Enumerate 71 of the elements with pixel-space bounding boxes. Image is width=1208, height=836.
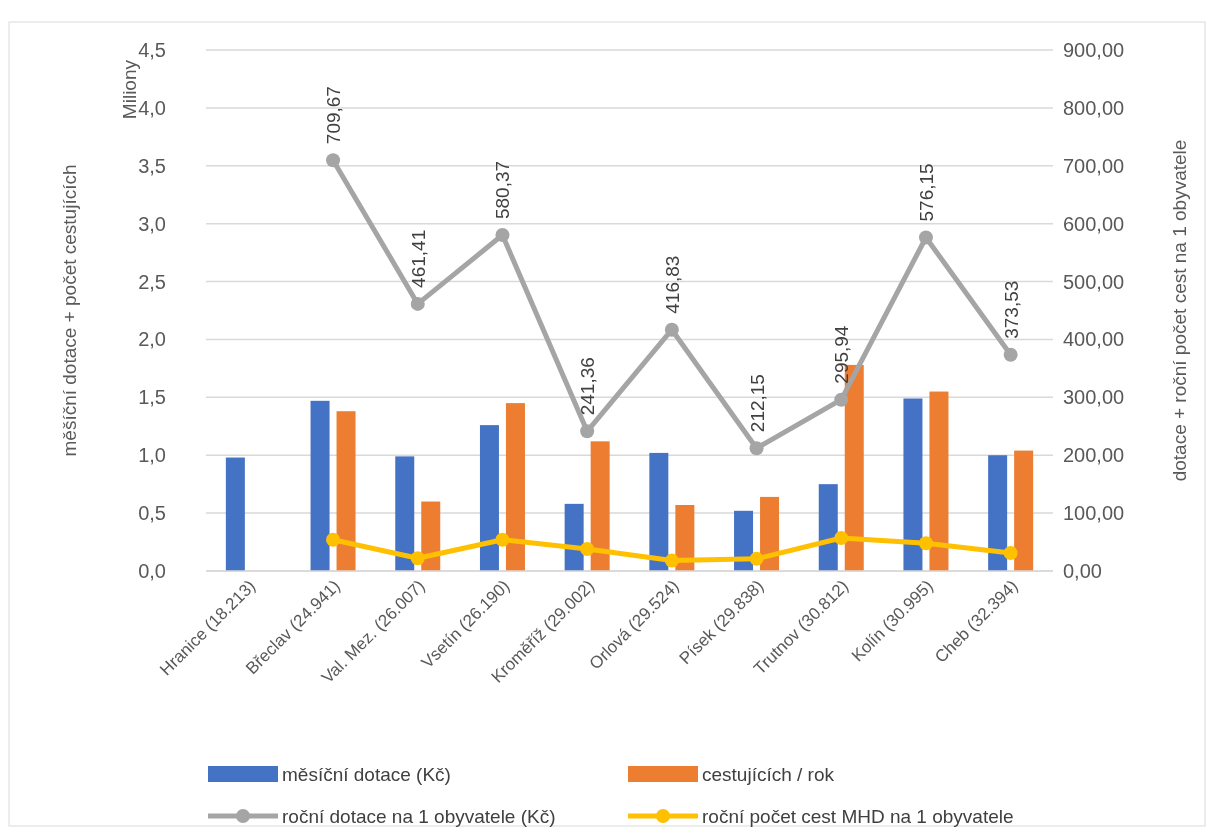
y2-axis-title: dotace + roční počet cest na 1 obyvatele (1169, 139, 1190, 482)
y2-tick-label: 300,00 (1063, 386, 1125, 409)
bar (336, 411, 356, 571)
bar (395, 456, 415, 571)
bar (590, 441, 610, 571)
legend-label: roční počet cest MHD na 1 obyvatele (702, 806, 1014, 827)
y-tick-label: 0,5 (138, 502, 166, 525)
data-label: 580,37 (492, 160, 514, 220)
point (918, 536, 933, 551)
legend-label: cestujících / rok (702, 764, 835, 785)
bar (225, 457, 245, 571)
point (749, 551, 764, 566)
y2-tick-label: 200,00 (1063, 444, 1125, 467)
bar (310, 400, 330, 571)
point (664, 322, 679, 337)
point (1003, 546, 1018, 561)
data-label: 241,36 (577, 357, 599, 416)
legend-label: roční dotace na 1 obyvatele (Kč) (282, 806, 556, 827)
y-tick-label: 3,0 (138, 212, 166, 235)
y-tick-label: 2,5 (138, 270, 166, 293)
point (326, 153, 341, 168)
point (326, 532, 341, 547)
bar (760, 496, 780, 571)
point (918, 230, 933, 245)
y2-tick-label: 900,00 (1063, 39, 1125, 61)
bar (903, 398, 923, 571)
data-label: 709,67 (323, 86, 345, 145)
y2-tick-label: 400,00 (1063, 328, 1125, 351)
point (410, 551, 425, 566)
y-tick-label: 3,5 (138, 154, 166, 177)
point (1003, 347, 1018, 362)
y-tick-label: 1,5 (138, 386, 166, 409)
y2-tick-label: 0,00 (1063, 560, 1102, 582)
bar (649, 452, 669, 571)
y2-tick-label: 500,00 (1063, 270, 1125, 293)
y-tick-label: 2,0 (138, 328, 166, 351)
data-label: 212,15 (746, 374, 768, 433)
bar (479, 425, 499, 571)
y2-tick-label: 800,00 (1063, 96, 1125, 119)
data-label: 295,94 (831, 325, 853, 384)
point (580, 542, 595, 556)
text: Miliony (119, 59, 140, 120)
y-tick-label: 4,0 (138, 96, 166, 119)
y-axis-title: měšíční dotace + počet cestujících (59, 164, 80, 457)
bar (675, 505, 695, 571)
point (834, 392, 849, 407)
bar (564, 503, 584, 571)
bar (421, 501, 441, 571)
y-tick-label: 1,0 (138, 444, 166, 467)
point (664, 553, 679, 568)
bar (505, 403, 525, 571)
y2-tick-label: 600,00 (1063, 212, 1125, 235)
data-label: 576,15 (915, 163, 937, 222)
y2-tick-label: 700,00 (1063, 154, 1125, 177)
point (749, 441, 764, 456)
point (495, 228, 510, 243)
point (834, 531, 849, 545)
legend-label: měsíční dotace (Kč) (282, 764, 451, 785)
point (495, 532, 510, 547)
y-tick-label: 4,5 (138, 39, 166, 61)
bar (1014, 450, 1034, 571)
y2-tick-label: 100,00 (1063, 502, 1125, 525)
point (410, 296, 425, 311)
data-label: 416,83 (661, 255, 683, 314)
data-label: 461,41 (407, 229, 429, 288)
bar (929, 391, 949, 571)
data-label: 373,53 (1000, 280, 1022, 339)
point (580, 424, 595, 439)
bar (988, 455, 1008, 571)
y-tick-label: 0,0 (138, 560, 166, 582)
bar (818, 484, 838, 571)
